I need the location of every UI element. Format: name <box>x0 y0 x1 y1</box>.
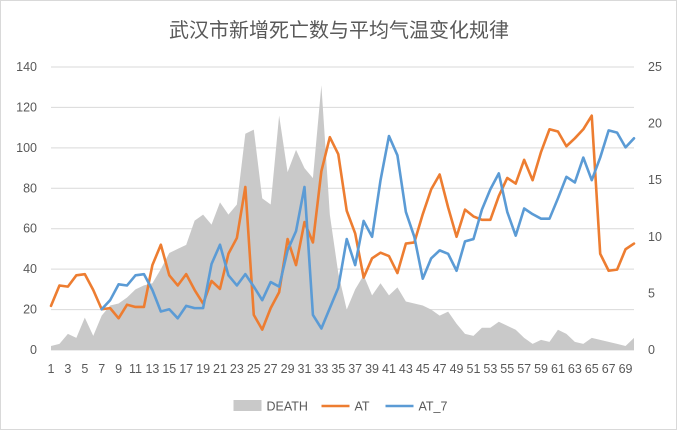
x-tick-label: 19 <box>196 362 210 376</box>
series-at-7-line <box>100 129 636 330</box>
y-right-tick-label: 20 <box>648 117 662 131</box>
x-tick-label: 9 <box>115 362 122 376</box>
legend-swatch-death <box>233 400 262 411</box>
x-tick-label: 35 <box>331 362 345 376</box>
x-tick-label: 21 <box>213 362 227 376</box>
y-right-tick-label: 10 <box>648 230 662 244</box>
x-tick-label: 3 <box>64 362 71 376</box>
x-tick-label: 5 <box>81 362 88 376</box>
x-tick-label: 17 <box>179 362 193 376</box>
x-tick-label: 67 <box>602 362 616 376</box>
y-right-tick-label: 25 <box>648 60 662 74</box>
x-tick-label: 49 <box>450 362 464 376</box>
x-tick-label: 51 <box>467 362 481 376</box>
x-tick-label: 23 <box>230 362 244 376</box>
y-left-tick-label: 40 <box>23 262 37 276</box>
left-axis-tick-labels: 0 20 40 60 80 100 120 140 <box>16 60 37 357</box>
x-tick-label: 25 <box>247 362 261 376</box>
x-tick-label: 65 <box>585 362 599 376</box>
x-tick-label: 63 <box>568 362 582 376</box>
y-left-tick-label: 120 <box>16 100 37 114</box>
x-tick-label: 11 <box>129 362 142 376</box>
series-death-area <box>51 85 634 350</box>
x-tick-label: 45 <box>416 362 430 376</box>
x-tick-label: 29 <box>281 362 295 376</box>
x-tick-label: 7 <box>98 362 105 376</box>
x-tick-label: 15 <box>162 362 176 376</box>
y-left-tick-label: 100 <box>16 141 37 155</box>
x-tick-label: 1 <box>48 362 55 376</box>
x-tick-label: 27 <box>264 362 278 376</box>
legend-label-at-7: AT_7 <box>419 400 448 414</box>
series-at-line <box>49 114 636 331</box>
right-axis-tick-labels: 0 5 10 15 20 25 <box>648 60 662 357</box>
x-tick-label: 61 <box>551 362 565 376</box>
y-right-tick-label: 15 <box>648 173 662 187</box>
x-tick-label: 69 <box>619 362 633 376</box>
x-tick-label: 57 <box>517 362 531 376</box>
x-tick-label: 13 <box>145 362 159 376</box>
y-left-tick-label: 140 <box>16 60 37 74</box>
x-tick-label: 43 <box>399 362 413 376</box>
chart-title: 武汉市新增死亡数与平均气温变化规律 <box>169 18 509 42</box>
y-left-tick-label: 80 <box>23 181 37 195</box>
x-tick-label: 59 <box>534 362 548 376</box>
x-tick-label: 41 <box>382 362 396 376</box>
x-tick-label: 31 <box>298 362 312 376</box>
x-axis-tick-labels: 1 3 5 7 9 11 13 15 17 19 21 23 25 27 29 31 33 35 37 39 41 43 4… <box>48 362 633 376</box>
y-left-tick-label: 60 <box>23 222 37 236</box>
legend: DEATH AT AT_7 <box>233 400 448 414</box>
y-right-tick-label: 5 <box>648 286 655 300</box>
death-area <box>51 85 634 350</box>
x-tick-label: 37 <box>348 362 362 376</box>
legend-label-death: DEATH <box>267 400 308 414</box>
temperature-lines <box>49 114 636 331</box>
x-tick-label: 53 <box>483 362 497 376</box>
y-left-tick-label: 20 <box>23 303 37 317</box>
y-right-tick-label: 0 <box>648 343 655 357</box>
x-tick-label: 47 <box>433 362 447 376</box>
y-left-tick-label: 0 <box>30 343 37 357</box>
x-tick-label: 33 <box>314 362 328 376</box>
legend-label-at: AT <box>355 400 370 414</box>
x-tick-label: 39 <box>365 362 379 376</box>
x-tick-label: 55 <box>500 362 514 376</box>
